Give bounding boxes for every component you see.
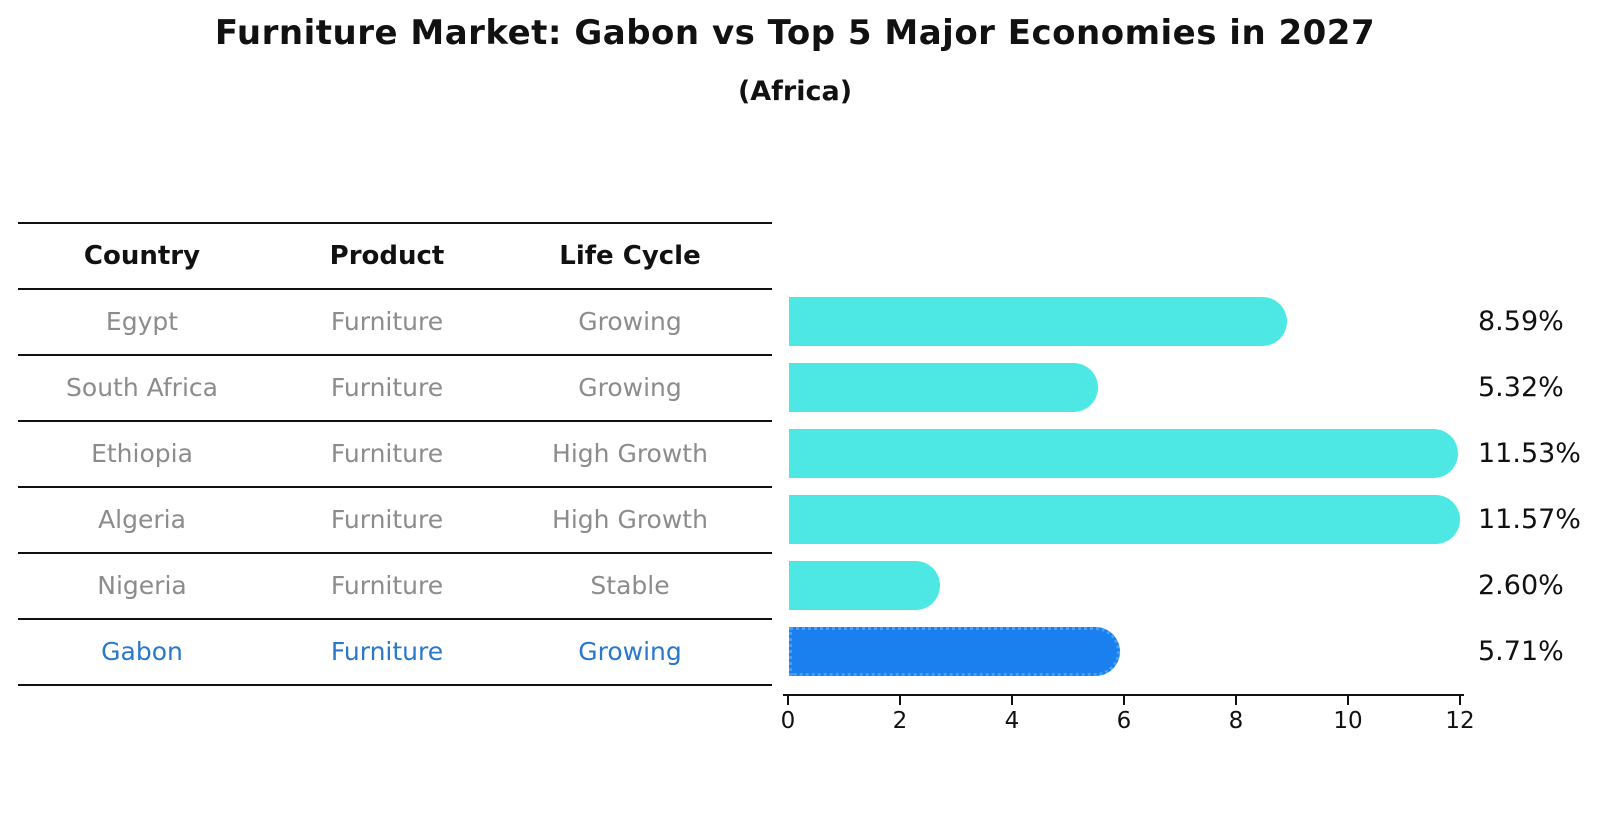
table-rule (18, 486, 772, 488)
cell-country: Nigeria (97, 571, 187, 600)
bar-algeria (789, 495, 1460, 544)
x-tick-label-8: 8 (1228, 708, 1244, 734)
cell-life-cycle: Growing (578, 373, 682, 402)
cell-product: Furniture (330, 307, 444, 336)
table-row-egypt: Egypt Furniture Growing (0, 306, 772, 338)
table-rule-bottom (18, 684, 772, 686)
cell-product: Furniture (330, 373, 444, 402)
x-axis-line (783, 694, 1464, 696)
table-rule-header (18, 288, 772, 290)
x-tick-2 (899, 696, 901, 705)
cell-country: Algeria (98, 505, 186, 534)
x-tick-12 (1459, 696, 1461, 705)
cell-product: Furniture (330, 571, 444, 600)
table-rule (18, 618, 772, 620)
column-header-country: Country (83, 241, 201, 271)
x-tick-10 (1347, 696, 1349, 705)
x-tick-label-2: 2 (892, 708, 908, 734)
cell-life-cycle: Growing (578, 637, 682, 666)
bar-ethiopia (789, 429, 1458, 478)
cell-life-cycle: Stable (590, 571, 670, 600)
x-tick-label-10: 10 (1333, 708, 1363, 734)
chart-title: Furniture Market: Gabon vs Top 5 Major E… (214, 13, 1376, 53)
x-tick-label-6: 6 (1116, 708, 1132, 734)
value-label-egypt: 8.59% (1478, 306, 1564, 337)
bar-nigeria (789, 561, 940, 610)
cell-life-cycle: High Growth (552, 505, 708, 534)
cell-country: South Africa (66, 373, 218, 402)
value-label-algeria: 11.57% (1478, 504, 1581, 535)
table-rule (18, 552, 772, 554)
cell-life-cycle: High Growth (552, 439, 708, 468)
table-row-gabon: Gabon Furniture Growing (0, 636, 772, 668)
x-tick-6 (1123, 696, 1125, 705)
chart-subtitle: (Africa) (737, 76, 853, 107)
value-label-nigeria: 2.60% (1478, 570, 1564, 601)
x-tick-label-4: 4 (1004, 708, 1020, 734)
table-rule-top (18, 222, 772, 224)
value-label-south-africa: 5.32% (1478, 372, 1564, 403)
x-tick-8 (1235, 696, 1237, 705)
x-tick-4 (1011, 696, 1013, 705)
bar-gabon (789, 627, 1120, 676)
cell-product: Furniture (330, 505, 444, 534)
table-rule (18, 420, 772, 422)
cell-country: Ethiopia (91, 439, 193, 468)
cell-life-cycle: Growing (578, 307, 682, 336)
cell-product: Furniture (330, 637, 444, 666)
bar-south-africa (789, 363, 1098, 412)
x-tick-label-0: 0 (780, 708, 796, 734)
column-header-product: Product (329, 241, 445, 271)
table-row-ethiopia: Ethiopia Furniture High Growth (0, 438, 772, 470)
table-header-row: Country Product Life Cycle (0, 240, 772, 272)
table-rule (18, 354, 772, 356)
table-row-algeria: Algeria Furniture High Growth (0, 504, 772, 536)
cell-country: Egypt (105, 307, 179, 336)
column-header-life-cycle: Life Cycle (559, 241, 701, 271)
table-row-south-africa: South Africa Furniture Growing (0, 372, 772, 404)
cell-country: Gabon (101, 637, 183, 666)
bar-egypt (789, 297, 1287, 346)
value-label-gabon: 5.71% (1478, 636, 1564, 667)
x-tick-0 (787, 696, 789, 705)
cell-product: Furniture (330, 439, 444, 468)
x-tick-label-12: 12 (1445, 708, 1475, 734)
table-row-nigeria: Nigeria Furniture Stable (0, 570, 772, 602)
value-label-ethiopia: 11.53% (1478, 438, 1581, 469)
